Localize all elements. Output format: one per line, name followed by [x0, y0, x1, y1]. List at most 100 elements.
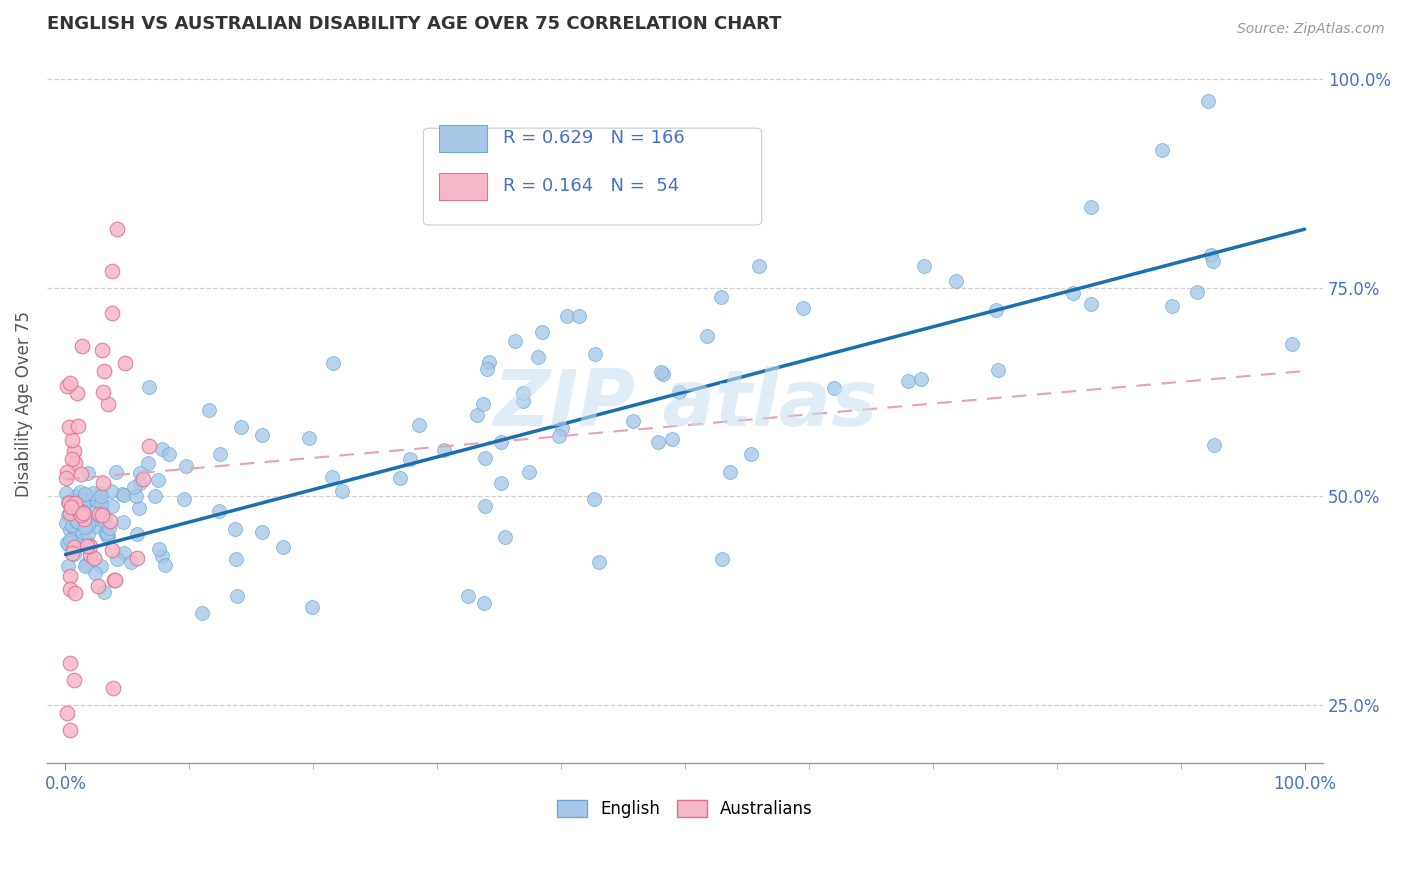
Point	[112, 488, 135, 502]
Point	[66, 419, 89, 434]
Point	[59, 656, 82, 670]
Point	[70, 467, 93, 482]
Point	[583, 491, 606, 506]
Point	[67, 504, 90, 518]
FancyBboxPatch shape	[439, 125, 488, 152]
Point	[125, 490, 148, 504]
Point	[224, 522, 246, 536]
Point	[471, 397, 494, 411]
Point	[72, 535, 94, 549]
Point	[173, 492, 195, 507]
Point	[62, 444, 84, 458]
Point	[740, 447, 762, 461]
Point	[1199, 248, 1222, 262]
Point	[588, 555, 610, 569]
Point	[661, 432, 683, 446]
Point	[77, 527, 100, 541]
Point	[125, 527, 148, 541]
Point	[56, 466, 79, 480]
Point	[87, 507, 110, 521]
Point	[1080, 297, 1102, 311]
Point	[75, 487, 97, 501]
Point	[503, 334, 526, 348]
Point	[122, 480, 145, 494]
Point	[298, 431, 321, 445]
Point	[62, 519, 84, 533]
Point	[70, 504, 93, 518]
Point	[474, 500, 496, 514]
Point	[56, 379, 79, 393]
Point	[59, 533, 82, 547]
Point	[70, 508, 93, 522]
Point	[1202, 253, 1225, 268]
Point	[114, 356, 136, 370]
Point	[98, 514, 121, 528]
Point	[97, 529, 120, 543]
Point	[56, 537, 79, 551]
Point	[330, 483, 353, 498]
Point	[84, 566, 107, 581]
Point	[75, 521, 97, 535]
Point	[76, 534, 98, 549]
Point	[79, 539, 101, 553]
Point	[83, 520, 105, 534]
Point	[101, 264, 124, 278]
Point	[138, 380, 160, 394]
Point	[55, 486, 77, 500]
Point	[748, 259, 770, 273]
Point	[59, 376, 82, 390]
Point	[1160, 299, 1182, 313]
Point	[823, 381, 845, 395]
Point	[76, 539, 98, 553]
Point	[1187, 285, 1209, 300]
Point	[475, 361, 498, 376]
Point	[59, 582, 82, 597]
Point	[491, 434, 513, 449]
Point	[388, 471, 411, 485]
Point	[89, 486, 111, 500]
Point	[208, 504, 231, 518]
Point	[910, 372, 932, 386]
Point	[62, 534, 84, 549]
Text: ZIP atlas: ZIP atlas	[494, 367, 877, 442]
Point	[86, 493, 108, 508]
Point	[1197, 94, 1219, 108]
Point	[65, 520, 87, 534]
Point	[1281, 337, 1303, 351]
Point	[79, 501, 101, 516]
FancyBboxPatch shape	[423, 128, 762, 225]
Point	[322, 355, 344, 369]
Point	[96, 526, 118, 541]
Point	[465, 408, 488, 422]
Text: R = 0.164   N =  54: R = 0.164 N = 54	[502, 178, 679, 195]
Point	[93, 364, 115, 378]
Point	[97, 521, 120, 535]
Point	[148, 542, 170, 557]
Point	[143, 489, 166, 503]
Point	[710, 290, 733, 304]
Point	[60, 500, 83, 515]
Point	[621, 414, 644, 428]
Point	[103, 573, 125, 587]
Point	[69, 501, 91, 516]
Y-axis label: Disability Age Over 75: Disability Age Over 75	[15, 311, 32, 498]
Point	[111, 515, 134, 529]
Point	[531, 325, 554, 339]
Point	[63, 497, 86, 511]
Point	[55, 471, 77, 485]
Point	[489, 476, 512, 491]
Point	[1202, 438, 1225, 452]
Point	[512, 385, 534, 400]
Point	[59, 723, 82, 737]
Point	[101, 305, 124, 319]
Point	[198, 403, 221, 417]
Point	[148, 474, 170, 488]
Point	[87, 493, 110, 508]
Point	[157, 447, 180, 461]
Point	[271, 540, 294, 554]
Point	[250, 524, 273, 539]
Point	[79, 516, 101, 531]
Point	[90, 497, 112, 511]
Point	[76, 494, 98, 508]
Point	[60, 546, 83, 560]
